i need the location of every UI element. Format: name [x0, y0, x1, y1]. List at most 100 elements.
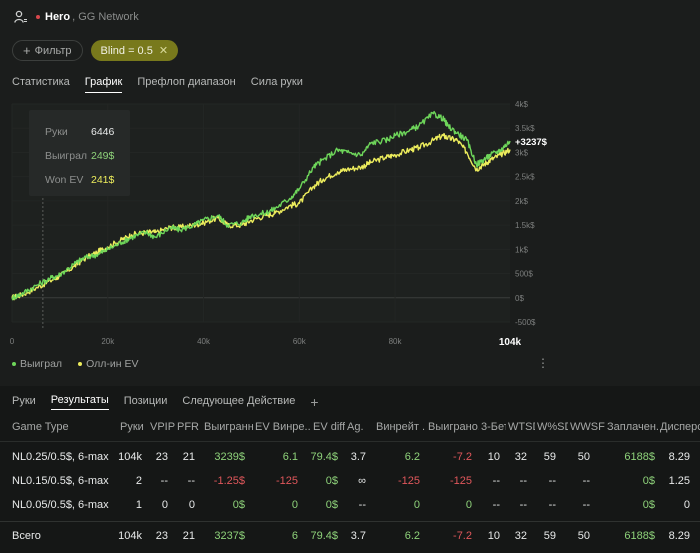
column-header[interactable]: W%SD	[537, 421, 568, 433]
table-cell: --	[519, 475, 527, 487]
y-tick-label: -500$	[515, 318, 536, 327]
column-header[interactable]: Винрейт ...	[376, 421, 426, 433]
table-cell: NL0.15/0.5$, 6-max	[12, 475, 109, 487]
table-cell: -7.2	[453, 451, 472, 463]
column-header[interactable]: Game Type	[12, 421, 69, 433]
column-header[interactable]: VPIP	[150, 421, 175, 433]
tab-hands[interactable]: Руки	[12, 394, 36, 407]
table-cell: --	[187, 475, 195, 487]
table-cell: 0	[188, 499, 195, 511]
table-cell: 21	[182, 530, 195, 542]
legend-swatch-ev	[78, 362, 83, 367]
x-last-label: 104k	[499, 337, 522, 348]
main-tabs: Статистика График Префлоп диапазон Сила …	[12, 76, 303, 93]
close-icon[interactable]: ✕	[158, 45, 169, 57]
y-tick-label: 2.5k$	[515, 173, 535, 182]
x-tick-label: 40k	[197, 337, 211, 346]
column-header[interactable]: WTSD	[508, 421, 535, 433]
table-cell: 0$	[642, 499, 655, 511]
column-header[interactable]: Ag.	[347, 421, 364, 433]
legend-item-won[interactable]: Выиграл	[12, 358, 62, 370]
results-tabs: Руки Результаты Позиции Следующее Действ…	[12, 394, 319, 410]
tooltip-ev-value: 241$	[91, 174, 115, 186]
tab-graph[interactable]: График	[84, 76, 123, 93]
column-header[interactable]: Заплачен...	[607, 421, 658, 433]
table-cell: 0$	[325, 475, 338, 487]
series-line-won	[11, 110, 511, 301]
network-name: , GG Network	[72, 11, 139, 23]
table-cell: -1.25$	[213, 475, 245, 487]
player-name[interactable]: Hero	[45, 11, 71, 23]
table-cell: NL0.25/0.5$, 6-max	[12, 451, 109, 463]
table-cell: 1.25	[668, 475, 690, 487]
y-tick-label: 3k$	[515, 148, 528, 157]
tab-positions[interactable]: Позиции	[123, 394, 168, 407]
table-cell: 0	[683, 499, 690, 511]
totals-divider	[0, 521, 700, 522]
table-cell: 0$	[642, 475, 655, 487]
tab-statistics[interactable]: Статистика	[12, 76, 70, 88]
column-header[interactable]: Руки	[120, 421, 144, 433]
y-tick-label: 1.5k$	[515, 221, 535, 230]
table-cell: 79.4$	[310, 530, 338, 542]
column-header[interactable]: Дисперси	[660, 421, 700, 433]
end-value-label: +3237$	[515, 137, 548, 148]
table-cell: 104k	[118, 530, 142, 542]
add-filter-button[interactable]: + Фильтр	[12, 40, 83, 61]
table-row[interactable]: NL0.25/0.5$, 6-max 104k 23 21 3239$ 6.1 79.4$ 3…	[0, 451, 700, 471]
table-cell: 23	[155, 530, 168, 542]
table-cell: -7.2	[453, 530, 472, 542]
table-cell: 0	[413, 499, 420, 511]
column-header[interactable]: WWSF%	[570, 421, 605, 433]
tab-next-action[interactable]: Следующее Действие	[182, 394, 296, 407]
table-cell: 3239$	[214, 451, 245, 463]
user-icon[interactable]	[14, 10, 28, 24]
table-cell: --	[358, 499, 366, 511]
table-cell: 8.29	[668, 451, 690, 463]
table-cell: 2	[135, 475, 142, 487]
table-cell: 32	[514, 451, 527, 463]
results-panel	[0, 386, 700, 553]
tooltip-hands-label: Руки	[45, 126, 68, 138]
y-tick-label: 2k$	[515, 197, 528, 206]
tab-results[interactable]: Результаты	[50, 394, 109, 410]
filter-bar: + Фильтр Blind = 0.5 ✕	[12, 40, 179, 61]
add-tab-icon[interactable]: +	[310, 394, 319, 410]
add-filter-label: Фильтр	[34, 44, 72, 57]
column-header[interactable]: EV diff.	[313, 421, 345, 433]
table-cell: -125	[397, 475, 420, 487]
table-row[interactable]: NL0.05/0.5$, 6-max 1 0 0 0$ 0 0$ -- 0 0 -- -- -- -- 0$…	[0, 499, 700, 519]
column-header[interactable]: 3-Бет	[481, 421, 506, 433]
blind-filter-chip[interactable]: Blind = 0.5 ✕	[90, 40, 179, 61]
table-cell: 59	[543, 451, 556, 463]
table-cell: Всего	[12, 530, 41, 542]
y-tick-label: 4k$	[515, 100, 528, 109]
more-options-icon[interactable]: ⋮	[537, 356, 549, 370]
table-total-row[interactable]: Всего 104k 23 21 3237$ 6 79.4$ 3.7 6.2 -7.2 10 32 59…	[0, 530, 700, 550]
table-cell: 10	[487, 530, 500, 542]
blind-filter-label: Blind = 0.5	[100, 44, 153, 57]
legend-item-ev[interactable]: Олл-ин EV	[78, 358, 138, 370]
x-tick-label: 80k	[389, 337, 403, 346]
column-header[interactable]: Выигранно	[204, 421, 253, 433]
table-cell: --	[548, 475, 556, 487]
table-cell: --	[519, 499, 527, 511]
table-cell: 6188$	[624, 451, 655, 463]
table-cell: 21	[182, 451, 195, 463]
table-cell: 6.2	[404, 451, 420, 463]
table-cell: -125	[275, 475, 298, 487]
tab-preflop-range[interactable]: Префлоп диапазон	[137, 76, 236, 88]
table-cell: NL0.05/0.5$, 6-max	[12, 499, 109, 511]
chart-svg[interactable]: 4k$ 3.5k$ 3k$ 2.5k$ 2k$ 1.5k$ 1k$ 500$ 0$ -500$ 0 2…	[0, 96, 700, 376]
column-header[interactable]: EV Винре...	[255, 421, 311, 433]
table-cell: 8.29	[668, 530, 690, 542]
column-header[interactable]: PFR	[177, 421, 199, 433]
table-cell: 23	[155, 451, 168, 463]
table-cell: --	[582, 499, 590, 511]
profit-chart[interactable]: 4k$ 3.5k$ 3k$ 2.5k$ 2k$ 1.5k$ 1k$ 500$ 0$ -500$ 0 2…	[0, 96, 700, 376]
tab-hand-strength[interactable]: Сила руки	[250, 76, 303, 88]
table-row[interactable]: NL0.15/0.5$, 6-max 2 -- -- -1.25$ -125 0$ ∞ -125…	[0, 475, 700, 495]
column-header[interactable]: Выиграно...	[428, 421, 479, 433]
table-cell: 0	[291, 499, 298, 511]
header-bar: Hero, GG Network	[0, 0, 700, 34]
